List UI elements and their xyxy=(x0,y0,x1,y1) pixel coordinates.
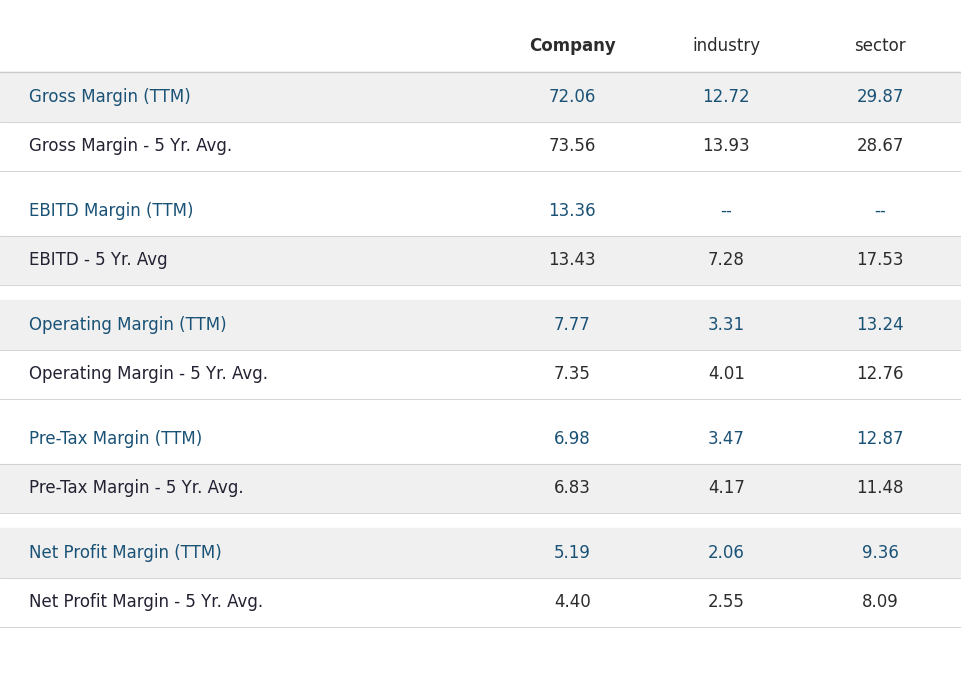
Bar xyxy=(0,464,961,513)
Bar xyxy=(0,350,961,399)
Bar xyxy=(0,285,961,300)
Text: 8.09: 8.09 xyxy=(861,594,898,611)
Bar xyxy=(0,21,961,72)
Text: 12.87: 12.87 xyxy=(855,430,903,448)
Text: --: -- xyxy=(720,202,731,220)
Text: 4.40: 4.40 xyxy=(554,594,590,611)
Text: 29.87: 29.87 xyxy=(855,88,903,106)
Text: Operating Margin (TTM): Operating Margin (TTM) xyxy=(29,316,226,334)
Bar xyxy=(0,122,961,171)
Bar xyxy=(0,171,961,186)
Bar xyxy=(0,186,961,236)
Bar xyxy=(0,300,961,350)
Bar xyxy=(0,414,961,464)
Bar xyxy=(0,513,961,528)
Text: 13.36: 13.36 xyxy=(548,202,596,220)
Text: Gross Margin - 5 Yr. Avg.: Gross Margin - 5 Yr. Avg. xyxy=(29,137,232,155)
Text: 2.55: 2.55 xyxy=(707,594,744,611)
Text: Pre-Tax Margin - 5 Yr. Avg.: Pre-Tax Margin - 5 Yr. Avg. xyxy=(29,480,243,497)
Bar xyxy=(0,578,961,627)
Text: 7.35: 7.35 xyxy=(554,365,590,383)
Text: EBITD Margin (TTM): EBITD Margin (TTM) xyxy=(29,202,193,220)
Text: 4.17: 4.17 xyxy=(707,480,744,497)
Text: Gross Margin (TTM): Gross Margin (TTM) xyxy=(29,88,190,106)
Text: sector: sector xyxy=(853,37,905,56)
Text: 72.06: 72.06 xyxy=(548,88,596,106)
Text: 2.06: 2.06 xyxy=(707,544,744,562)
Text: 5.19: 5.19 xyxy=(554,544,590,562)
Text: 6.83: 6.83 xyxy=(554,480,590,497)
Text: Pre-Tax Margin (TTM): Pre-Tax Margin (TTM) xyxy=(29,430,202,448)
Bar xyxy=(0,72,961,122)
Text: EBITD - 5 Yr. Avg: EBITD - 5 Yr. Avg xyxy=(29,251,167,269)
Text: 12.76: 12.76 xyxy=(855,365,903,383)
Text: 11.48: 11.48 xyxy=(855,480,903,497)
Text: 6.98: 6.98 xyxy=(554,430,590,448)
Text: industry: industry xyxy=(692,37,759,56)
Text: 73.56: 73.56 xyxy=(548,137,596,155)
Text: 12.72: 12.72 xyxy=(702,88,750,106)
Text: 3.31: 3.31 xyxy=(707,316,744,334)
Text: 13.43: 13.43 xyxy=(548,251,596,269)
Bar xyxy=(0,399,961,414)
Bar xyxy=(0,236,961,285)
Text: 3.47: 3.47 xyxy=(707,430,744,448)
Text: Net Profit Margin (TTM): Net Profit Margin (TTM) xyxy=(29,544,221,562)
Text: 9.36: 9.36 xyxy=(861,544,898,562)
Bar xyxy=(0,528,961,578)
Text: --: -- xyxy=(874,202,885,220)
Text: 13.93: 13.93 xyxy=(702,137,750,155)
Text: Operating Margin - 5 Yr. Avg.: Operating Margin - 5 Yr. Avg. xyxy=(29,365,267,383)
Text: Company: Company xyxy=(529,37,615,56)
Text: 13.24: 13.24 xyxy=(855,316,903,334)
Text: 4.01: 4.01 xyxy=(707,365,744,383)
Text: 28.67: 28.67 xyxy=(855,137,903,155)
Text: Net Profit Margin - 5 Yr. Avg.: Net Profit Margin - 5 Yr. Avg. xyxy=(29,594,262,611)
Text: 7.77: 7.77 xyxy=(554,316,590,334)
Text: 17.53: 17.53 xyxy=(855,251,903,269)
Text: 7.28: 7.28 xyxy=(707,251,744,269)
